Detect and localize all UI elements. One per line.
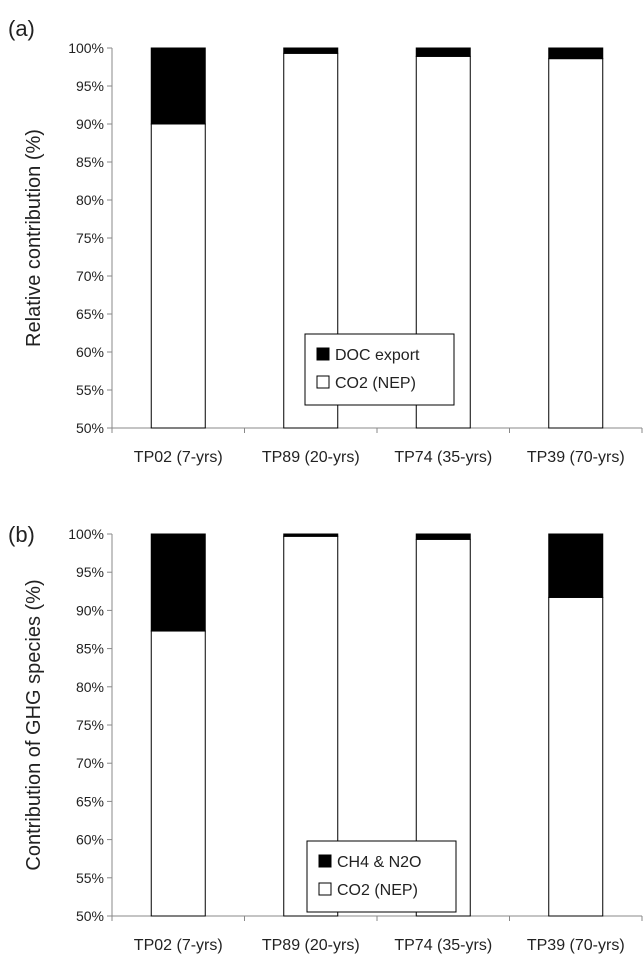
legend-swatch bbox=[318, 854, 332, 868]
y-tick-label: 50% bbox=[76, 420, 104, 436]
y-tick-label: 55% bbox=[76, 382, 104, 398]
legend: DOC export CO2 (NEP) bbox=[304, 333, 455, 406]
x-category-label: TP39 (70-yrs) bbox=[527, 449, 625, 466]
y-tick-label: 85% bbox=[76, 154, 104, 170]
bar-dark-2 bbox=[283, 47, 339, 54]
bar-light-4 bbox=[548, 58, 604, 429]
bar-dark-3 bbox=[415, 47, 471, 57]
y-tick-label: 65% bbox=[76, 306, 104, 322]
bar-light-1 bbox=[150, 630, 206, 917]
legend-box bbox=[306, 840, 457, 913]
y-tick-label: 90% bbox=[76, 602, 104, 618]
legend-label: CO2 (NEP) bbox=[337, 882, 418, 899]
x-category-label: TP02 (7-yrs) bbox=[134, 449, 223, 466]
bar-dark-1 bbox=[150, 533, 206, 632]
y-tick-label: 75% bbox=[76, 717, 104, 733]
y-tick-label: 55% bbox=[76, 870, 104, 886]
y-tick-label: 90% bbox=[76, 116, 104, 132]
y-tick-label: 65% bbox=[76, 793, 104, 809]
y-tick-label: 50% bbox=[76, 908, 104, 924]
y-tick-label: 100% bbox=[68, 526, 104, 542]
y-tick-label: 70% bbox=[76, 755, 104, 771]
x-category-label: TP89 (20-yrs) bbox=[262, 937, 360, 954]
y-axis-label: Relative contribution (%) bbox=[23, 129, 45, 347]
legend-label: CO2 (NEP) bbox=[335, 375, 416, 392]
chart-panel-b: (b) Contribution of GHG species (%) 50% 55%… bbox=[8, 522, 643, 954]
bar-light-4 bbox=[548, 596, 604, 917]
bar-dark-4 bbox=[548, 533, 604, 598]
bar-light-1 bbox=[150, 123, 206, 429]
y-tick-label: 95% bbox=[76, 78, 104, 94]
y-tick-label: 95% bbox=[76, 564, 104, 580]
x-category-label: TP39 (70-yrs) bbox=[527, 937, 625, 954]
x-category-label: TP02 (7-yrs) bbox=[134, 937, 223, 954]
y-tick-label: 60% bbox=[76, 344, 104, 360]
y-tick-label: 85% bbox=[76, 641, 104, 657]
legend-swatch bbox=[316, 375, 330, 389]
panel-label: (a) bbox=[8, 16, 35, 41]
y-tick-label: 80% bbox=[76, 192, 104, 208]
y-tick-label: 100% bbox=[68, 40, 104, 56]
legend-swatch bbox=[318, 882, 332, 896]
y-axis-label: Contribution of GHG species (%) bbox=[23, 579, 45, 870]
y-tick-label: 80% bbox=[76, 679, 104, 695]
bar-dark-2 bbox=[283, 533, 339, 537]
chart-panel-a: (a) Relative contribution (%) 50% 55% 60% 65%… bbox=[8, 16, 643, 466]
y-tick-label: 75% bbox=[76, 230, 104, 246]
x-category-label: TP89 (20-yrs) bbox=[262, 449, 360, 466]
y-tick-label: 60% bbox=[76, 832, 104, 848]
bar-dark-3 bbox=[415, 533, 471, 540]
y-tick-label: 70% bbox=[76, 268, 104, 284]
legend-box bbox=[304, 333, 455, 406]
bar-dark-4 bbox=[548, 47, 604, 60]
bar-dark-1 bbox=[150, 47, 206, 125]
legend-label: DOC export bbox=[335, 347, 420, 364]
x-category-label: TP74 (35-yrs) bbox=[394, 937, 492, 954]
panel-label: (b) bbox=[8, 522, 35, 547]
legend-label: CH4 & N2O bbox=[337, 854, 421, 871]
legend: CH4 & N2O CO2 (NEP) bbox=[306, 840, 457, 913]
x-category-label: TP74 (35-yrs) bbox=[394, 449, 492, 466]
legend-swatch bbox=[316, 347, 330, 361]
